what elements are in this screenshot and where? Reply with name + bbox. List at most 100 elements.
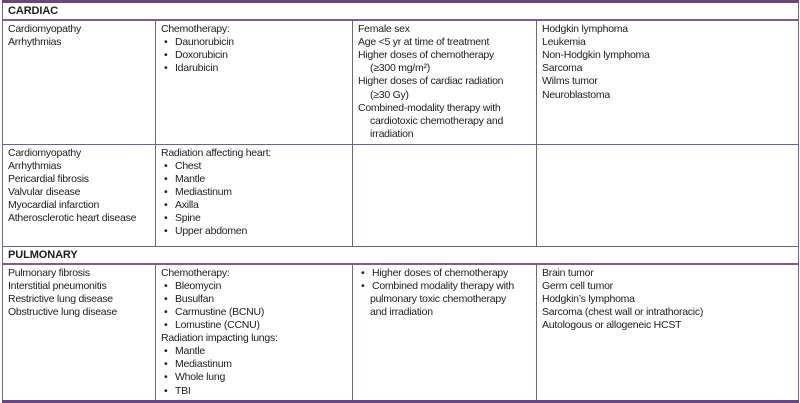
list-item-text: Mediastinum (175, 185, 232, 198)
list-item-text: Hodgkin lymphoma (542, 23, 628, 36)
bullet-icon: • (164, 319, 168, 332)
list-item-text: Upper abdomen (175, 225, 248, 238)
cell-risk-factors: Female sex Age <5 yr at time of treatment… (352, 19, 537, 145)
bullet-icon: • (164, 358, 168, 371)
list-item-text: Whole lung (175, 371, 226, 384)
list-item-text: Pericardial fibrosis (8, 172, 89, 185)
list-item-text: Doxorubicin (175, 49, 228, 62)
cell-risk-factors: • Higher doses of chemotherapy • Combined m… (352, 263, 537, 402)
list-item: • Axilla (161, 199, 348, 212)
list-item-text: Sarcoma (chest wall or intrathoracic) (542, 305, 704, 318)
table-row: Cardiomyopathy Arrhythmias Chemotherapy: • D… (2, 19, 800, 145)
list-label: Chemotherapy: (161, 23, 230, 36)
list-item-text: Combined-modality therapy with (358, 101, 501, 114)
list-label: Radiation impacting lungs: (161, 332, 278, 345)
list-item-text: Interstitial pneumonitis (8, 279, 107, 292)
list-item-text: Age <5 yr at time of treatment (358, 36, 490, 49)
bullet-icon: • (164, 384, 168, 397)
section-row-pulmonary: PULMONARY (1, 245, 800, 265)
bullet-icon: • (164, 172, 168, 185)
bullet-icon: • (361, 279, 365, 292)
list-item-text: Obstructive lung disease (8, 305, 117, 318)
list-item-text: Lomustine (CCNU) (175, 319, 260, 332)
bullet-icon: • (164, 292, 168, 305)
list-item-text: irradiation (370, 127, 414, 140)
list-item: • Higher doses of chemotherapy (358, 267, 532, 280)
cell-associated-cancers: Hodgkin lymphoma Leukemia Non-Hodgkin lymp… (535, 19, 800, 145)
table-row: Pulmonary fibrosis Interstitial pneumonit… (2, 263, 800, 402)
cell-late-effects: Pulmonary fibrosis Interstitial pneumonit… (2, 263, 156, 402)
list-item-text: Higher doses of chemotherapy (358, 49, 494, 62)
list-item: • Combined modality therapy with (358, 280, 532, 293)
list-item: • Whole lung (161, 371, 348, 384)
bullet-icon: • (164, 36, 168, 49)
bullet-icon: • (164, 62, 168, 75)
list-item: • Mantle (161, 345, 348, 358)
list-item-text: TBI (175, 384, 191, 397)
section-header: PULMONARY (1, 245, 800, 265)
list-item-text: (≥30 Gy) (370, 88, 409, 101)
bullet-icon: • (164, 185, 168, 198)
list-item-text: cardiotoxic chemotherapy and (370, 114, 504, 127)
cell-late-effects: Cardiomyopathy Arrhythmias (2, 19, 156, 145)
cell-risk-factors (352, 143, 537, 247)
list-item-text: Female sex (358, 23, 410, 36)
cell-treatment-causes: Radiation affecting heart: • Chest • Mantle •… (155, 143, 353, 247)
list-item-text: Hodgkin’s lymphoma (542, 292, 635, 305)
list-item: • Carmustine (BCNU) (161, 306, 348, 319)
list-item: • Doxorubicin (161, 49, 348, 62)
list-item-text: (≥300 mg/m²) (370, 62, 430, 75)
list-item-text: Valvular disease (8, 185, 81, 198)
section-row-cardiac: CARDIAC (1, 1, 800, 22)
list-label: Chemotherapy: (161, 266, 230, 279)
list-item: • Bleomycin (161, 280, 348, 293)
cell-late-effects: Cardiomyopathy Arrhythmias Pericardial fib… (2, 143, 156, 247)
list-item-text: Brain tumor (542, 266, 594, 279)
list-item-text: pulmonary toxic chemotherapy (370, 292, 506, 305)
list-item-text: Arrhythmias (8, 159, 62, 172)
list-item-text: Spine (175, 212, 201, 225)
bullet-icon: • (164, 198, 168, 211)
list-item: • Lomustine (CCNU) (161, 319, 348, 332)
list-item-text: Higher doses of cardiac radiation (358, 75, 504, 88)
list-item-text: Pulmonary fibrosis (8, 266, 90, 279)
list-item-text: Busulfan (175, 292, 214, 305)
bullet-icon: • (164, 345, 168, 358)
list-item-text: Wilms tumor (542, 75, 598, 88)
list-item-text: Higher doses of chemotherapy (372, 266, 508, 279)
list-item-text: Chest (175, 159, 202, 172)
list-item-text: Daunorubicin (175, 36, 234, 49)
list-item-text: Mantle (175, 345, 206, 358)
bullet-icon: • (164, 159, 168, 172)
list-item-text: Autologous or allogeneic HCST (542, 319, 682, 332)
list-item: • Idarubicin (161, 62, 348, 75)
table-row: Cardiomyopathy Arrhythmias Pericardial fib… (2, 143, 800, 247)
list-item-text: Idarubicin (175, 62, 219, 75)
list-item-text: Non-Hodgkin lymphoma (542, 49, 650, 62)
bullet-icon: • (164, 305, 168, 318)
list-item-text: Neuroblastoma (542, 88, 610, 101)
bullet-icon: • (164, 49, 168, 62)
cell-treatment-causes: Chemotherapy: • Daunorubicin • Doxorubicin • I… (155, 19, 353, 145)
bullet-icon: • (164, 371, 168, 384)
bullet-icon: • (164, 212, 168, 225)
bullet-icon: • (361, 266, 365, 279)
list-item-text: Myocardial infarction (8, 198, 100, 211)
list-item-text: and irradiation (370, 305, 433, 318)
list-item-text: Arrhythmias (8, 36, 62, 49)
list-item: • Mediastinum (161, 358, 348, 371)
list-item-text: Mantle (175, 172, 206, 185)
list-item: • TBI (161, 385, 348, 398)
list-item: • Mediastinum (161, 186, 348, 199)
list-item: • Daunorubicin (161, 36, 348, 49)
list-item-text: Combined modality therapy with (372, 279, 514, 292)
cell-associated-cancers: Brain tumor Germ cell tumor Hodgkin’s lymp… (535, 263, 800, 402)
list-item: • Chest (161, 160, 348, 173)
cell-treatment-causes: Chemotherapy: • Bleomycin • Busulfan • Carmust… (155, 263, 353, 402)
list-item: • Mantle (161, 173, 348, 186)
list-item-text: Axilla (175, 198, 199, 211)
list-item-text: Mediastinum (175, 358, 232, 371)
list-item: • Busulfan (161, 293, 348, 306)
list-item-text: Bleomycin (175, 279, 222, 292)
